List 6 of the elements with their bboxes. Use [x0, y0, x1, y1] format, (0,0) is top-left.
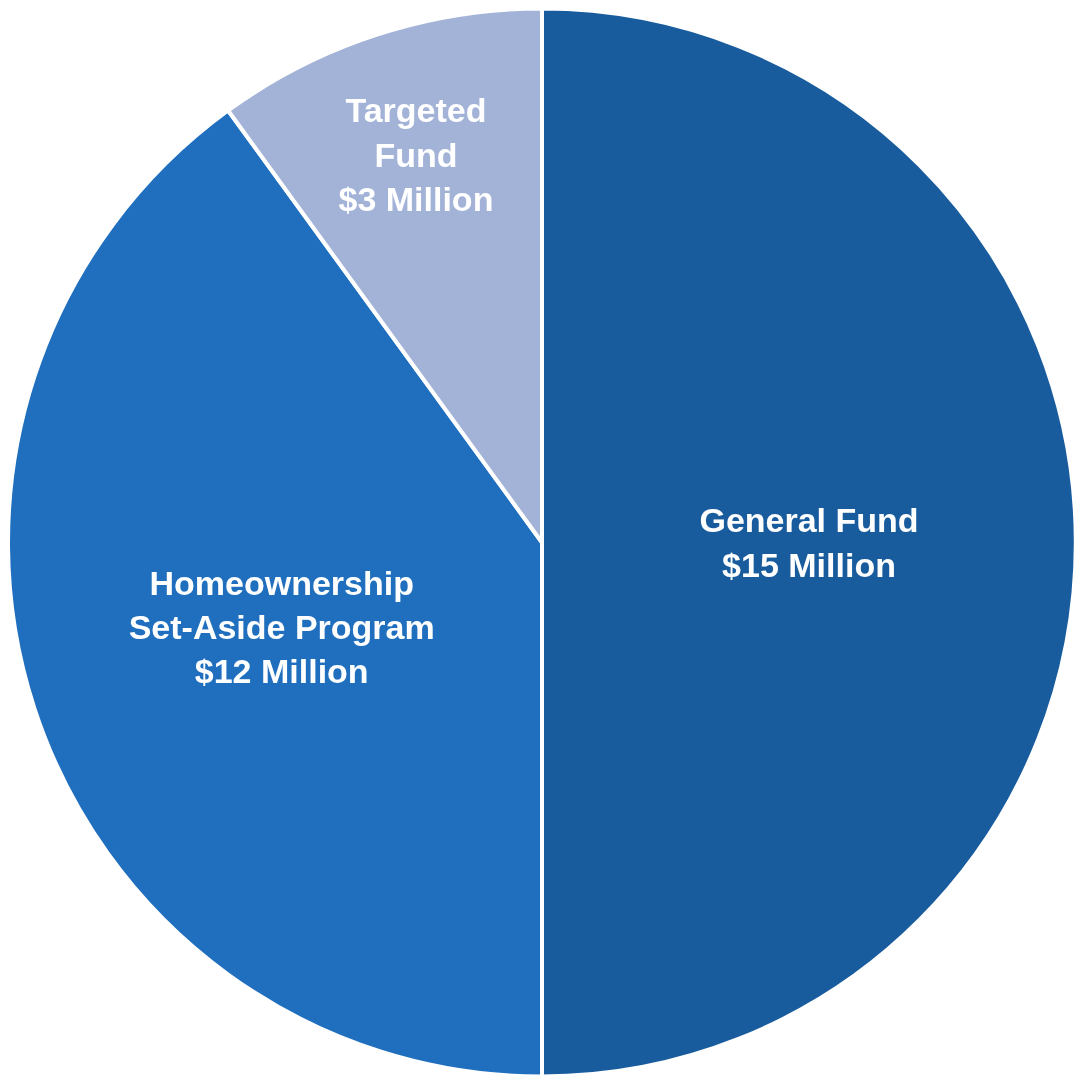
slice-label: General Fund — [699, 501, 919, 540]
slice-label: Homeownership Set-Aside Program — [128, 563, 435, 647]
data-label: $3 Million — [338, 179, 494, 218]
data-label: $12 Million — [194, 652, 369, 691]
slice-label: Targeted Fund — [345, 91, 487, 174]
data-label: $15 Million — [722, 545, 896, 584]
